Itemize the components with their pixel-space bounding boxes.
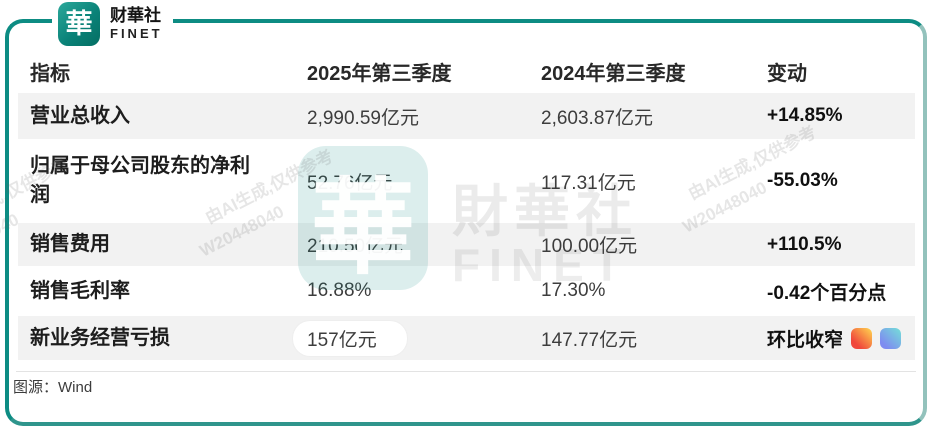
row-label: 销售毛利率 xyxy=(30,279,130,302)
header-q3-2024: 2024年第三季度 xyxy=(541,63,686,85)
brand-name-en: FINET xyxy=(110,25,163,41)
footer-divider xyxy=(16,371,916,372)
row-change: -55.03% xyxy=(767,170,838,191)
row-change: +14.85% xyxy=(767,105,843,126)
row-value-2025: 210.50亿元 xyxy=(307,236,404,257)
highlight-pill: 157亿元 xyxy=(293,320,407,356)
brand-logo: 華 财華社 FINET xyxy=(52,0,173,48)
row-change: +110.5% xyxy=(767,233,842,255)
finet-logo-icon: 華 xyxy=(58,2,100,46)
row-value-2025: 2,990.59亿元 xyxy=(307,107,419,129)
row-value-2024: 117.31亿元 xyxy=(541,172,636,194)
row-label: 新业务经营亏损 xyxy=(30,326,170,349)
header-indicator: 指标 xyxy=(30,63,70,85)
row-value-2025: 157亿元 xyxy=(307,329,377,351)
table-row-revenue: 营业总收入 2,990.59亿元 2,603.87亿元 +14.85% xyxy=(18,93,915,139)
financial-table: 指标 2025年第三季度 2024年第三季度 变动 营业总收入 2,990.59… xyxy=(18,50,915,360)
row-value-2024: 100.00亿元 xyxy=(541,236,638,257)
row-change: -0.42个百分点 xyxy=(767,282,887,304)
row-label: 营业总收入 xyxy=(30,104,130,127)
row-change: 环比收窄 xyxy=(767,325,915,352)
brand-name: 财華社 FINET xyxy=(110,5,163,41)
brand-name-cn: 财華社 xyxy=(110,5,161,25)
row-label: 归属于母公司股东的净利润 xyxy=(30,155,250,206)
row-value-2024: 147.77亿元 xyxy=(541,329,638,351)
table-row-new-business-loss: 新业务经营亏损 157亿元 147.77亿元 环比收窄 xyxy=(18,316,915,360)
table-row-net-profit: 归属于母公司股东的净利润 52.76亿元 117.31亿元 -55.03% xyxy=(18,139,915,223)
logo-character: 華 xyxy=(65,8,93,39)
row-change-text: 环比收窄 xyxy=(767,329,844,351)
header-q3-2025: 2025年第三季度 xyxy=(307,63,452,85)
row-value-2025: 16.88% xyxy=(307,280,372,301)
row-value-2024: 17.30% xyxy=(541,280,606,301)
table-header-row: 指标 2025年第三季度 2024年第三季度 变动 xyxy=(18,50,915,93)
blue-gradient-square-icon xyxy=(880,327,902,349)
table-row-gross-margin: 销售毛利率 16.88% 17.30% -0.42个百分点 xyxy=(18,266,915,316)
row-value-2024: 2,603.87亿元 xyxy=(541,107,653,129)
row-value-2025: 52.76亿元 xyxy=(307,172,393,194)
image-source-label: 图源：Wind xyxy=(13,379,93,396)
header-change: 变动 xyxy=(767,63,807,85)
row-label: 销售费用 xyxy=(30,233,110,255)
red-gradient-square-icon xyxy=(851,327,873,349)
table-row-selling-expense: 销售费用 210.50亿元 100.00亿元 +110.5% xyxy=(18,223,915,266)
